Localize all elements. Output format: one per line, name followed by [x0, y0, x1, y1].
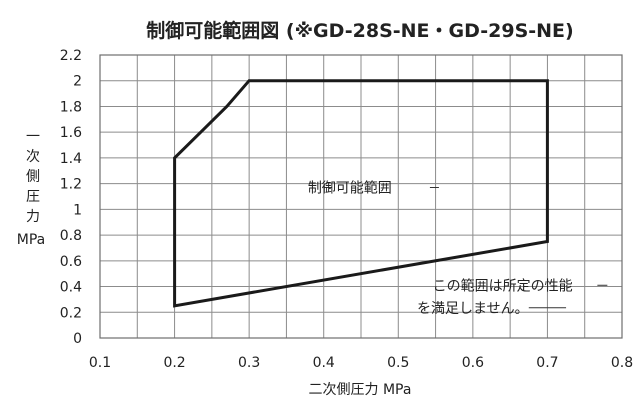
control-range-boundary	[173, 79, 549, 308]
y-tick-label: 1.6	[60, 125, 82, 141]
x-tick-label: 0.1	[89, 355, 111, 371]
y-tick-label: 2.2	[60, 48, 82, 64]
y-axis-label-char: 力	[26, 209, 40, 225]
y-tick-label: 0	[73, 331, 82, 347]
x-tick-label: 0.4	[313, 355, 335, 371]
x-tick-labels: 0.1 0.2 0.3 0.4 0.5 0.6 0.7 0.8	[89, 355, 633, 371]
y-axis-unit: MPa	[17, 232, 45, 248]
outside-range-note-line1: この範囲は所定の性能	[433, 277, 573, 294]
y-tick-label: 1.4	[60, 151, 82, 167]
x-tick-label: 0.2	[163, 355, 185, 371]
x-tick-label: 0.6	[462, 355, 484, 371]
y-tick-label: 1.2	[60, 177, 82, 193]
annotations: 制御可能範囲 この範囲は所定の性能 を満足しません。	[308, 179, 608, 317]
y-axis-label-char: 圧	[26, 189, 40, 205]
y-tick-label: 2	[73, 74, 82, 90]
chart-title: 制御可能範囲図 (※GD-28S-NE・GD-29S-NE)	[146, 19, 573, 42]
y-axis-label-char: 次	[26, 149, 40, 165]
y-tick-label: 1	[73, 202, 82, 218]
outside-range-note-line2: を満足しません。	[417, 301, 529, 317]
y-axis-label: 一 次 側 圧 力 MPa	[17, 129, 45, 248]
y-tick-labels: 0 0.2 0.4 0.6 0.8 1 1.2 1.4 1.6 1.8 2 2.2	[60, 48, 82, 347]
y-axis-label-char: 一	[26, 129, 40, 145]
y-tick-label: 0.8	[60, 228, 82, 244]
y-tick-label: 0.4	[60, 280, 82, 296]
y-tick-label: 1.8	[60, 99, 82, 115]
y-tick-label: 0.6	[60, 254, 82, 270]
x-axis-label: 二次側圧力 MPa	[309, 382, 412, 398]
y-axis-label-char: 側	[26, 169, 40, 185]
x-tick-label: 0.5	[387, 355, 409, 371]
x-tick-label: 0.3	[238, 355, 260, 371]
y-tick-label: 0.2	[60, 305, 82, 321]
control-range-label: 制御可能範囲	[308, 179, 392, 196]
x-tick-label: 0.7	[536, 355, 558, 371]
plot-frame	[99, 54, 623, 339]
x-tick-label: 0.8	[611, 355, 633, 371]
